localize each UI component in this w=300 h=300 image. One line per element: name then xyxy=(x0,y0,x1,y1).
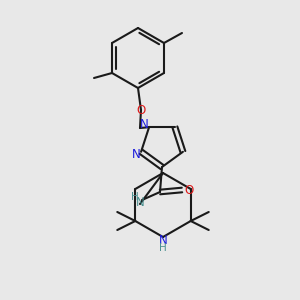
Text: H: H xyxy=(131,192,139,202)
Text: O: O xyxy=(184,184,194,196)
Text: H: H xyxy=(159,243,167,253)
Text: N: N xyxy=(136,196,144,208)
Text: N: N xyxy=(132,148,140,161)
Text: O: O xyxy=(136,103,146,116)
Text: N: N xyxy=(159,233,167,247)
Text: N: N xyxy=(140,118,148,131)
